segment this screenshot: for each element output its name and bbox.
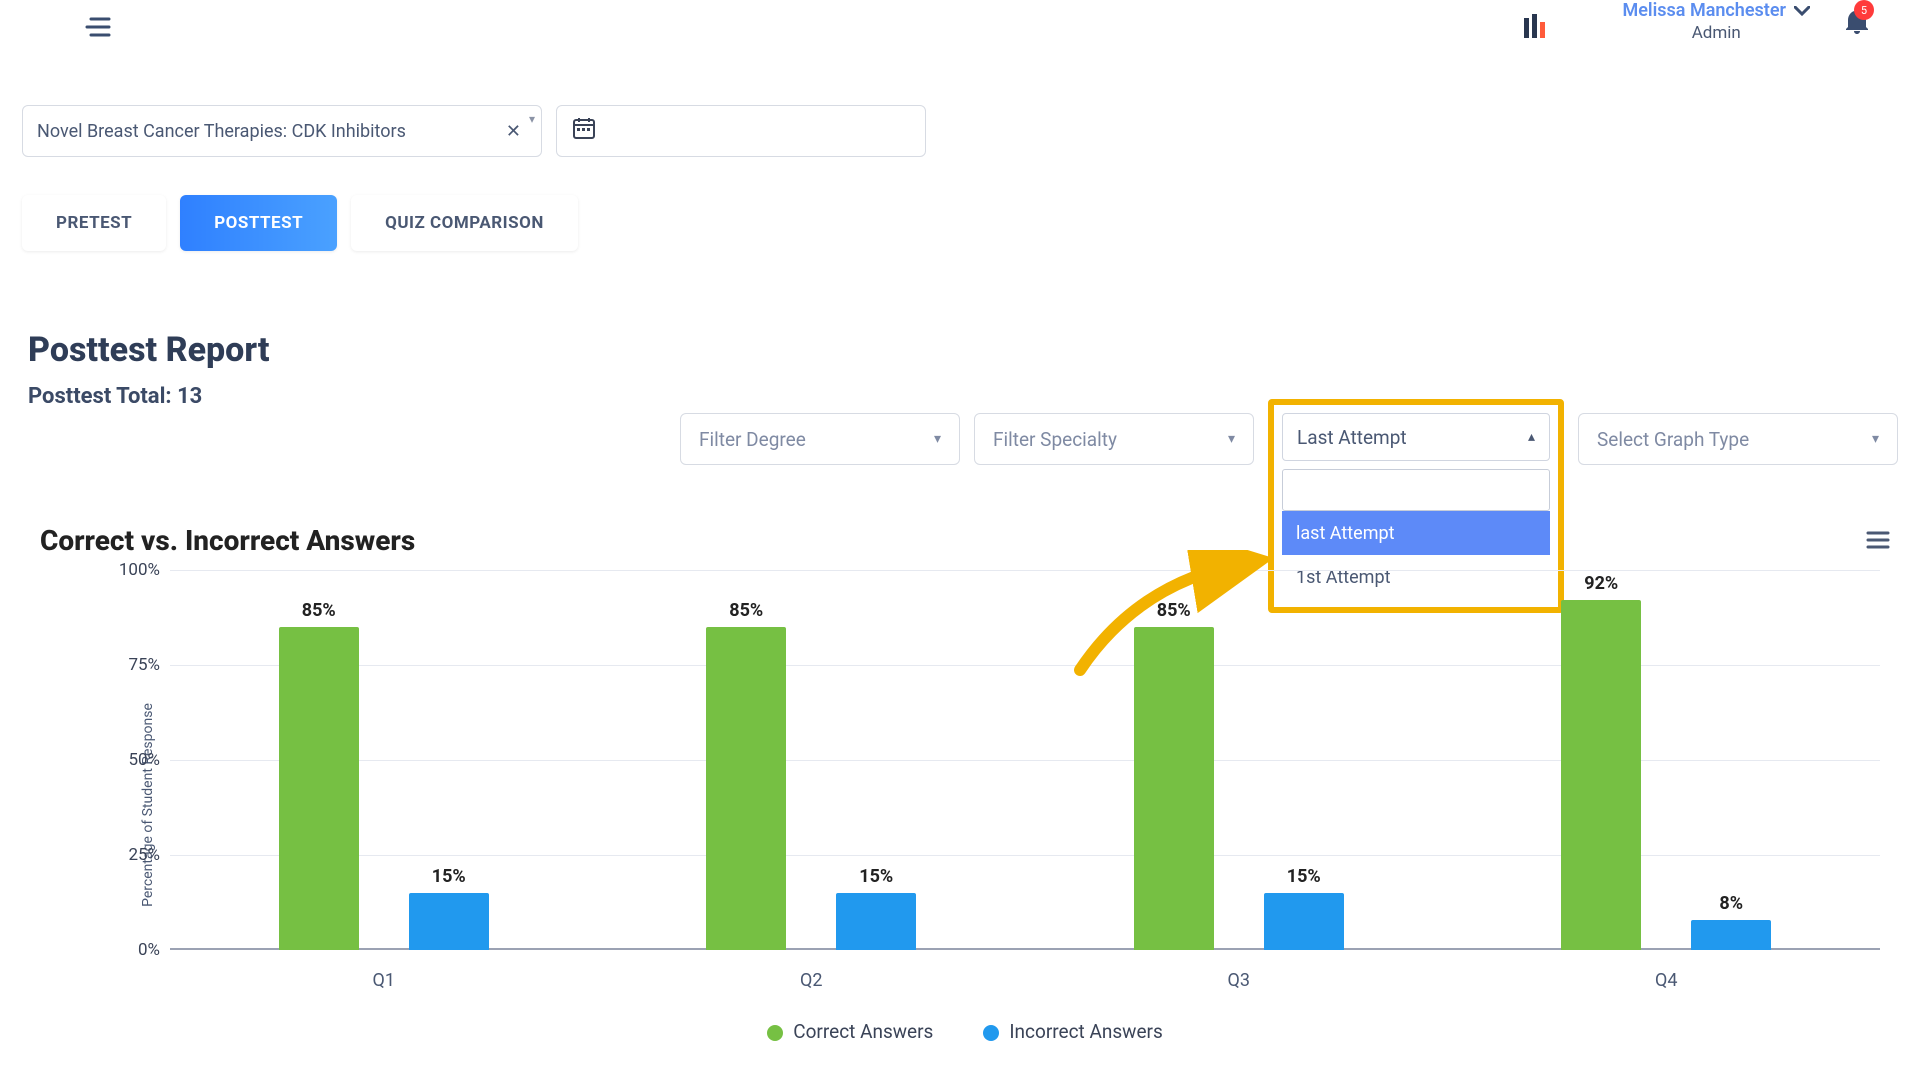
x-tick-label: Q1 <box>284 970 484 991</box>
filter-attempt-search-input[interactable] <box>1282 469 1550 511</box>
topbar: Melissa Manchester Admin 5 <box>0 0 1920 50</box>
y-tick: 100% <box>100 560 160 580</box>
chart-area: Percentage of Student Response 0% 25% 50% 7… <box>40 560 1890 1050</box>
notification-count-badge: 5 <box>1854 0 1874 20</box>
filter-attempt-select[interactable]: Last Attempt ▴ <box>1282 413 1550 461</box>
caret-down-icon: ▾ <box>934 431 941 447</box>
bar-label-incorrect: 15% <box>1264 866 1344 887</box>
y-tick: 25% <box>100 845 160 865</box>
graph-type-placeholder: Select Graph Type <box>1597 428 1749 451</box>
bar-incorrect <box>1691 920 1771 950</box>
caret-down-icon: ▾ <box>1872 431 1879 447</box>
bar-correct <box>706 627 786 950</box>
swatch-incorrect <box>983 1025 999 1041</box>
chevron-down-icon <box>1794 0 1810 21</box>
tab-posttest[interactable]: POSTTEST <box>180 195 337 251</box>
caret-down-icon: ▾ <box>1228 431 1235 447</box>
brand-icon <box>1522 12 1550 40</box>
chart-legend: Correct Answers Incorrect Answers <box>40 1020 1890 1043</box>
user-name-label: Melissa Manchester <box>1623 0 1787 21</box>
legend-incorrect-label: Incorrect Answers <box>1009 1020 1162 1043</box>
tab-pretest[interactable]: PRETEST <box>22 195 166 251</box>
swatch-correct <box>767 1025 783 1041</box>
user-role-label: Admin <box>1623 23 1811 43</box>
y-axis-label: Percentage of Student Response <box>140 703 156 907</box>
graph-type-select[interactable]: Select Graph Type ▾ <box>1578 413 1898 465</box>
legend-correct: Correct Answers <box>767 1020 933 1043</box>
menu-toggle-icon[interactable] <box>85 15 111 43</box>
chart-plot: 0%25%50%75%100%85%15%Q185%15%Q285%15%Q39… <box>170 570 1880 950</box>
bar-incorrect <box>409 893 489 950</box>
y-tick: 50% <box>100 750 160 770</box>
chart-menu-icon[interactable] <box>1866 530 1890 555</box>
user-menu[interactable]: Melissa Manchester Admin <box>1623 0 1811 43</box>
calendar-icon <box>573 117 595 145</box>
bar-label-correct: 85% <box>279 600 359 621</box>
bar-label-correct: 85% <box>706 600 786 621</box>
clear-icon[interactable]: ✕ <box>500 121 527 142</box>
x-tick-label: Q2 <box>711 970 911 991</box>
posttest-total: Posttest Total: 13 <box>28 384 202 409</box>
bar-incorrect <box>836 893 916 950</box>
course-select-value: Novel Breast Cancer Therapies: CDK Inhib… <box>37 121 406 142</box>
bar-incorrect <box>1264 893 1344 950</box>
report-tabs: PRETEST POSTTEST QUIZ COMPARISON <box>22 195 578 251</box>
legend-correct-label: Correct Answers <box>793 1020 933 1043</box>
y-tick: 0% <box>100 940 160 960</box>
date-range-picker[interactable] <box>556 105 926 157</box>
legend-incorrect: Incorrect Answers <box>983 1020 1162 1043</box>
bar-label-correct: 85% <box>1134 600 1214 621</box>
bar-label-incorrect: 15% <box>409 866 489 887</box>
course-select[interactable]: Novel Breast Cancer Therapies: CDK Inhib… <box>22 105 542 157</box>
bar-label-correct: 92% <box>1561 573 1641 594</box>
filter-degree-placeholder: Filter Degree <box>699 428 806 451</box>
x-tick-label: Q3 <box>1139 970 1339 991</box>
filter-attempt-value: Last Attempt <box>1297 426 1407 449</box>
notifications-button[interactable]: 5 <box>1844 6 1870 38</box>
bar-label-incorrect: 15% <box>836 866 916 887</box>
attempt-option-last[interactable]: last Attempt <box>1282 511 1550 555</box>
tab-quiz-comparison[interactable]: QUIZ COMPARISON <box>351 195 578 251</box>
course-date-row: Novel Breast Cancer Therapies: CDK Inhib… <box>22 105 926 157</box>
filter-specialty-placeholder: Filter Specialty <box>993 428 1117 451</box>
bar-correct <box>279 627 359 950</box>
bar-correct <box>1134 627 1214 950</box>
bar-label-incorrect: 8% <box>1691 893 1771 914</box>
page-title: Posttest Report <box>28 330 269 370</box>
caret-down-icon: ▾ <box>529 112 535 126</box>
caret-up-icon: ▴ <box>1528 429 1535 445</box>
filter-specialty-select[interactable]: Filter Specialty ▾ <box>974 413 1254 465</box>
chart-title: Correct vs. Incorrect Answers <box>40 524 415 557</box>
y-tick: 75% <box>100 655 160 675</box>
gridline <box>170 570 1880 571</box>
x-tick-label: Q4 <box>1566 970 1766 991</box>
bar-correct <box>1561 600 1641 950</box>
filter-degree-select[interactable]: Filter Degree ▾ <box>680 413 960 465</box>
